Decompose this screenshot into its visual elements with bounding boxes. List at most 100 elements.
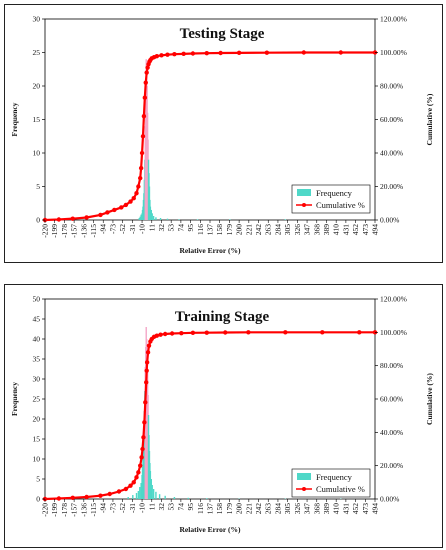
- cumulative-marker: [144, 70, 149, 75]
- cumulative-marker: [190, 330, 196, 336]
- cumulative-marker: [181, 51, 186, 57]
- x-axis-title: Relative Error (%): [180, 525, 241, 534]
- frequency-bar: [187, 497, 189, 499]
- x-tick-label: -31: [128, 503, 137, 513]
- x-tick-label: -136: [79, 503, 88, 517]
- cumulative-marker: [154, 333, 160, 338]
- y2-tick-label: 100.00%: [380, 48, 407, 57]
- frequency-bar: [151, 485, 153, 499]
- x-tick-label: -31: [128, 224, 137, 234]
- x-tick-label: 158: [215, 503, 224, 515]
- frequency-bar: [151, 213, 153, 220]
- frequency-bar: [196, 219, 199, 220]
- cumulative-marker: [246, 330, 251, 335]
- x-tick-label: -73: [108, 503, 117, 513]
- frequency-bar: [149, 471, 152, 499]
- cumulative-marker: [320, 330, 325, 335]
- cumulative-marker: [138, 175, 143, 181]
- y2-tick-label: 0.00%: [380, 495, 399, 504]
- y-tick-label: 5: [36, 182, 40, 191]
- x-tick-label: 347: [303, 503, 312, 515]
- x-tick-label: 179: [225, 224, 234, 236]
- y-tick-label: 25: [33, 395, 41, 404]
- frequency-bar: [164, 495, 166, 499]
- cumulative-marker: [139, 150, 145, 156]
- x-tick-label: 200: [235, 503, 244, 515]
- cumulative-marker: [136, 470, 141, 475]
- y2-axis-title: Cumulative (%): [425, 93, 434, 145]
- cumulative-marker: [112, 207, 117, 213]
- frequency-bar: [132, 495, 134, 499]
- cumulative-marker: [131, 480, 136, 485]
- x-tick-label: 53: [167, 503, 176, 511]
- testing-stage-chart: 0 5 10 15 20 25 30 0.00% 20.00% 40.00% 60.00% 80.00…: [10, 15, 434, 256]
- y2-tick-label: 20.00%: [380, 461, 403, 470]
- x-tick-label: 74: [176, 224, 185, 232]
- y-tick-label: 30: [33, 15, 41, 24]
- x-tick-label: 158: [215, 224, 224, 236]
- cumulative-marker: [136, 184, 141, 189]
- x-tick-label: 11: [147, 503, 156, 510]
- cumulative-marker: [146, 343, 152, 348]
- x-tick-label: 74: [176, 503, 185, 511]
- x-tick-label: 32: [157, 503, 166, 511]
- x-tick-label: 494: [371, 224, 380, 236]
- x-tick-label: 389: [322, 224, 331, 236]
- y2-tick-label: 120.00%: [380, 15, 407, 24]
- cumulative-marker: [204, 50, 209, 56]
- legend-frequency-swatch: [297, 189, 311, 196]
- chart-title: Training Stage: [175, 309, 270, 325]
- frequency-bar: [152, 215, 155, 220]
- x-tick-label: 368: [312, 503, 321, 515]
- x-tick-label: 368: [312, 224, 321, 236]
- legend-cumulative-label: Cumulative %: [316, 200, 365, 210]
- cumulative-marker: [142, 420, 147, 425]
- x-tick-label: -157: [70, 503, 79, 517]
- y-tick-label: 40: [33, 335, 41, 344]
- y2-tick-label: 120.00%: [380, 295, 407, 304]
- y-axis-title: Frequency: [10, 382, 19, 416]
- cumulative-marker: [123, 486, 129, 492]
- y-axis-title: Frequency: [10, 102, 19, 136]
- cumulative-marker: [236, 50, 242, 56]
- cumulative-marker: [119, 205, 124, 210]
- frequency-bar: [137, 491, 140, 499]
- x-tick-label: 431: [341, 224, 350, 236]
- training-stage-chart: 0 5 10 15 20 25 30 35 40 45 50 0.00% 20.00% 40.00% 60.…: [10, 295, 434, 535]
- x-tick-label: 263: [264, 503, 273, 515]
- frequency-bar: [206, 498, 208, 499]
- cumulative-marker: [98, 212, 103, 218]
- cumulative-line: [44, 51, 375, 222]
- x-tick-label: -73: [108, 224, 117, 234]
- y-tick-label: 30: [33, 375, 41, 384]
- cumulative-marker: [143, 80, 148, 85]
- x-tick-label: 410: [332, 224, 341, 236]
- x-tick-label: -178: [60, 503, 69, 517]
- x-tick-label: 473: [361, 224, 370, 236]
- cumulative-marker: [84, 215, 89, 220]
- frequency-bar: [155, 217, 157, 220]
- legend-frequency-label: Frequency: [316, 472, 353, 482]
- cumulative-marker: [169, 331, 175, 336]
- cumulative-marker: [105, 210, 110, 215]
- y-tick-label: 15: [33, 435, 41, 444]
- x-tick-label: 431: [341, 503, 350, 515]
- cumulative-marker: [283, 330, 288, 335]
- y2-tick-label: 100.00%: [380, 328, 407, 337]
- x-tick-label: 452: [351, 503, 360, 515]
- cumulative-marker: [145, 65, 150, 70]
- y2-tick-label: 40.00%: [380, 428, 403, 437]
- x-tick-label: -115: [89, 224, 98, 238]
- x-tick-label: -220: [41, 503, 50, 517]
- x-tick-label: 116: [196, 224, 205, 235]
- x-tick-label: 494: [371, 503, 380, 515]
- y-tick-label: 15: [33, 115, 41, 124]
- cumulative-marker: [159, 53, 164, 58]
- frequency-bar: [140, 214, 142, 220]
- legend-cumulative-marker: [302, 203, 306, 207]
- y-tick-label: 10: [33, 455, 41, 464]
- x-tick-label: -10: [138, 224, 147, 234]
- y2-axis-title: Cumulative (%): [425, 373, 434, 425]
- cumulative-marker: [139, 455, 144, 460]
- cumulative-marker: [98, 493, 103, 498]
